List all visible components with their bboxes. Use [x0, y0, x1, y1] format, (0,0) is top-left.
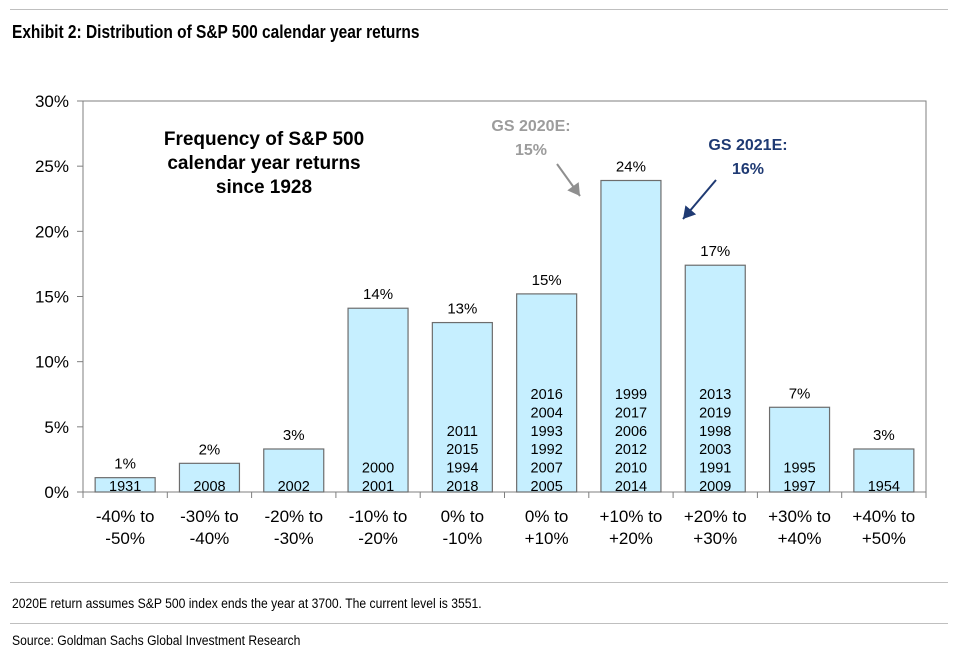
- y-tick-label: 10%: [35, 353, 69, 372]
- year-label: 2000: [362, 461, 394, 477]
- x-tick-label: 0% to: [525, 507, 568, 526]
- x-tick-label: -40% to: [96, 507, 155, 526]
- x-tick-label: -20% to: [264, 507, 323, 526]
- arrow-gs-2021e: [683, 205, 697, 219]
- data-label: 14%: [363, 286, 393, 303]
- y-tick-label: 25%: [35, 157, 69, 176]
- chart-title: calendar year returns: [167, 153, 360, 174]
- footnote-rule: [10, 582, 948, 583]
- x-tick-label: -10% to: [349, 507, 408, 526]
- axes: 0% 5% 10% 15% 20% 25% 30%: [35, 92, 927, 502]
- bar: [263, 448, 325, 493]
- annotation-gs-2020e: GS 2020E:: [491, 118, 570, 135]
- bar: [178, 462, 241, 493]
- x-tick-label: -50%: [105, 529, 145, 548]
- year-label: 1992: [531, 442, 563, 458]
- year-label: 2016: [531, 387, 563, 403]
- y-tick-label: 30%: [35, 92, 69, 111]
- bar: [347, 307, 409, 493]
- bar: [684, 264, 746, 493]
- x-tick-label: +20%: [609, 529, 653, 548]
- x-tick-label: +40% to: [852, 507, 915, 526]
- bar: [853, 448, 915, 493]
- year-label: 2001: [362, 479, 394, 495]
- annotations: GS 2020E: 15% GS 2021E: 16%: [491, 118, 788, 220]
- data-label: 2%: [199, 441, 221, 458]
- data-label: 1%: [114, 456, 136, 473]
- x-tick-label: +50%: [862, 529, 906, 548]
- year-label: 2017: [615, 405, 647, 421]
- year-label: 1991: [699, 461, 731, 477]
- y-tick-label: 15%: [35, 288, 69, 307]
- year-label: 2010: [615, 461, 647, 477]
- year-label: 2009: [699, 479, 731, 495]
- year-label: 2019: [699, 405, 731, 421]
- year-label: 2003: [699, 442, 731, 458]
- year-label: 2015: [446, 442, 478, 458]
- bar: [768, 406, 831, 493]
- year-label: 1994: [446, 461, 478, 477]
- data-label: 13%: [447, 301, 477, 318]
- annotation-gs-2021e: 16%: [732, 161, 764, 178]
- year-label: 2007: [531, 461, 563, 477]
- year-label: 2013: [699, 387, 731, 403]
- source-rule: [10, 623, 948, 624]
- bar: [431, 321, 493, 493]
- year-label: 2011: [447, 424, 478, 440]
- year-label: 1998: [699, 424, 731, 440]
- x-tick-label: -40%: [190, 529, 230, 548]
- data-label: 3%: [873, 427, 895, 444]
- labels: 1% 1931 -40% to -50% 2% 2008 -30% to -40% 3% 2002…: [96, 129, 915, 548]
- year-label: 1995: [783, 461, 815, 477]
- data-label: 7%: [789, 385, 811, 402]
- top-rule: [10, 9, 948, 10]
- x-tick-label: +30% to: [768, 507, 831, 526]
- year-label: 1999: [615, 387, 647, 403]
- year-label: 2004: [531, 405, 563, 421]
- x-tick-label: -30% to: [180, 507, 239, 526]
- data-label: 15%: [532, 272, 562, 289]
- y-tick-label: 20%: [35, 222, 69, 241]
- year-label: 1997: [783, 479, 815, 495]
- year-label: 2002: [278, 479, 310, 495]
- year-label: 1954: [868, 479, 900, 495]
- annotation-gs-2021e: GS 2021E:: [708, 137, 787, 154]
- exhibit-title: Exhibit 2: Distribution of S&P 500 calen…: [12, 22, 420, 42]
- year-label: 2006: [615, 424, 647, 440]
- y-tick-label: 5%: [44, 418, 69, 437]
- year-label: 2018: [446, 479, 478, 495]
- data-label: 17%: [700, 243, 730, 260]
- x-tick-label: 0% to: [441, 507, 484, 526]
- year-label: 2008: [193, 479, 225, 495]
- x-tick-label: +30%: [693, 529, 737, 548]
- year-label: 1993: [531, 424, 563, 440]
- x-tick-label: +40%: [778, 529, 822, 548]
- chart-title: Frequency of S&P 500: [164, 129, 364, 150]
- chart-title: since 1928: [216, 177, 312, 198]
- x-tick-label: -30%: [274, 529, 314, 548]
- footnote-source: Source: Goldman Sachs Global Investment …: [12, 633, 301, 648]
- annotation-gs-2020e: 15%: [515, 142, 547, 159]
- bar: [94, 477, 156, 493]
- bar: [516, 293, 578, 493]
- data-label: 3%: [283, 427, 305, 444]
- year-label: 2014: [615, 479, 647, 495]
- y-tick-label: 0%: [44, 483, 69, 502]
- bars: [94, 179, 915, 493]
- data-label: 24%: [616, 159, 646, 176]
- x-tick-label: +10% to: [600, 507, 663, 526]
- x-tick-label: +20% to: [684, 507, 747, 526]
- footnote-note: 2020E return assumes S&P 500 index ends …: [12, 596, 482, 611]
- arrow-gs-2020e: [567, 182, 580, 196]
- year-label: 2012: [615, 442, 647, 458]
- bar: [600, 179, 662, 493]
- year-label: 1931: [109, 479, 141, 495]
- year-label: 2005: [531, 479, 563, 495]
- x-tick-label: -10%: [443, 529, 483, 548]
- x-tick-label: -20%: [358, 529, 398, 548]
- x-tick-label: +10%: [525, 529, 569, 548]
